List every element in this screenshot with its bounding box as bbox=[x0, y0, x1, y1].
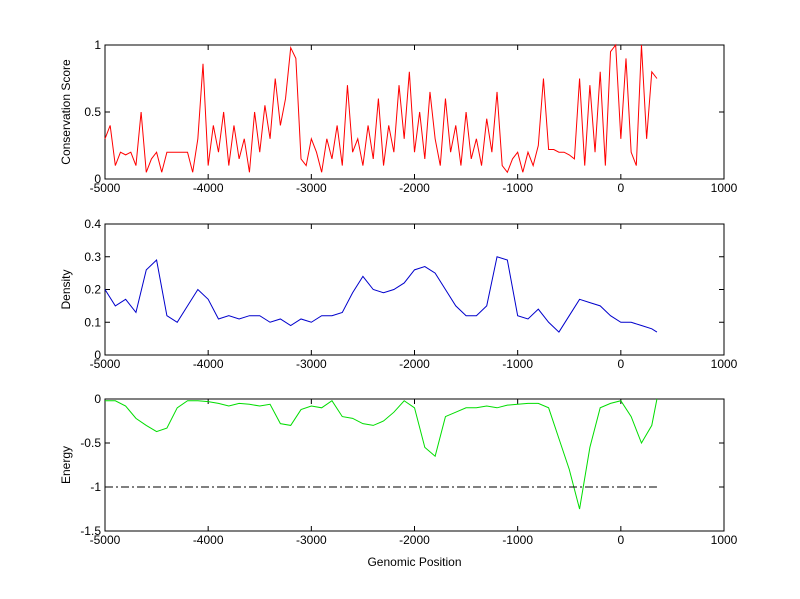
x-tick-label: 0 bbox=[617, 357, 624, 371]
y-tick-label: 0 bbox=[94, 348, 101, 362]
x-axis-label: Genomic Position bbox=[367, 555, 461, 569]
y-axis-label: Energy bbox=[59, 446, 73, 484]
x-tick-label: 1000 bbox=[711, 357, 738, 371]
x-tick-label: -2000 bbox=[399, 357, 430, 371]
axes-box bbox=[104, 44, 725, 180]
axes-box bbox=[104, 223, 725, 356]
y-axis-label: Conservation Score bbox=[59, 59, 73, 165]
x-tick-label: -1000 bbox=[502, 357, 533, 371]
axes-box bbox=[104, 398, 725, 532]
x-tick-label: -3000 bbox=[296, 357, 327, 371]
x-tick-label: -3000 bbox=[296, 181, 327, 195]
y-tick-label: 0.3 bbox=[84, 250, 101, 264]
x-tick-label: 0 bbox=[617, 533, 624, 547]
y-tick-label: 0.1 bbox=[84, 315, 101, 329]
x-tick-label: -5000 bbox=[90, 533, 121, 547]
y-tick-label: 0.4 bbox=[84, 217, 101, 231]
x-tick-label: -2000 bbox=[399, 533, 430, 547]
x-tick-label: 1000 bbox=[711, 181, 738, 195]
x-tick-label: 0 bbox=[617, 181, 624, 195]
x-tick-label: -1000 bbox=[502, 181, 533, 195]
data-line bbox=[104, 256, 658, 333]
x-tick-label: -1000 bbox=[502, 533, 533, 547]
y-tick-label: -0.5 bbox=[80, 436, 101, 450]
x-tick-label: -4000 bbox=[193, 357, 224, 371]
data-line bbox=[104, 43, 658, 174]
data-line bbox=[105, 398, 658, 510]
y-tick-label: 0.2 bbox=[84, 283, 101, 297]
x-tick-label: -5000 bbox=[90, 357, 121, 371]
x-tick-label: 1000 bbox=[711, 533, 738, 547]
y-tick-label: -1.5 bbox=[80, 524, 101, 538]
y-tick-label: 0 bbox=[94, 172, 101, 186]
x-tick-label: -5000 bbox=[90, 181, 121, 195]
x-tick-label: -4000 bbox=[193, 181, 224, 195]
y-tick-label: -1 bbox=[90, 480, 101, 494]
x-tick-label: -4000 bbox=[193, 533, 224, 547]
y-axis-label: Density bbox=[59, 269, 73, 309]
x-tick-label: -3000 bbox=[296, 533, 327, 547]
y-tick-label: 0.5 bbox=[84, 105, 101, 119]
y-tick-label: 0 bbox=[94, 392, 101, 406]
y-tick-label: 1 bbox=[94, 38, 101, 52]
x-tick-label: -2000 bbox=[399, 181, 430, 195]
